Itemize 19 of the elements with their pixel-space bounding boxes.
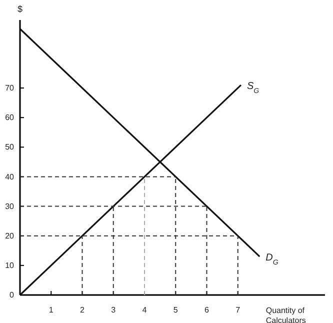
y-axis-title: $	[17, 4, 23, 14]
y-tick-label: 50	[5, 142, 15, 152]
series-label: D$_{G}$	[266, 252, 279, 266]
x-tick-label: 1	[48, 306, 54, 315]
y-tick-label: 20	[5, 231, 15, 240]
x-tick-label: 3	[111, 306, 116, 315]
y-tick-label: 40	[5, 172, 15, 182]
x-tick-label: 6	[204, 306, 210, 315]
x-tick-label: 2	[80, 306, 86, 315]
x-tick-label: 7	[236, 306, 241, 315]
y-tick-label: 70	[5, 84, 15, 93]
series-label: S$_{G}$	[246, 81, 260, 95]
y-tick-label: 0	[10, 290, 15, 300]
y-tick-label: 30	[5, 202, 15, 211]
y-tick-label: 10	[5, 260, 15, 270]
x-tick-label: 4	[142, 306, 148, 315]
x-axis-title: Quantity of Calculators	[266, 306, 306, 323]
x-tick-label: 5	[173, 306, 178, 315]
y-tick-label: 60	[5, 113, 15, 122]
